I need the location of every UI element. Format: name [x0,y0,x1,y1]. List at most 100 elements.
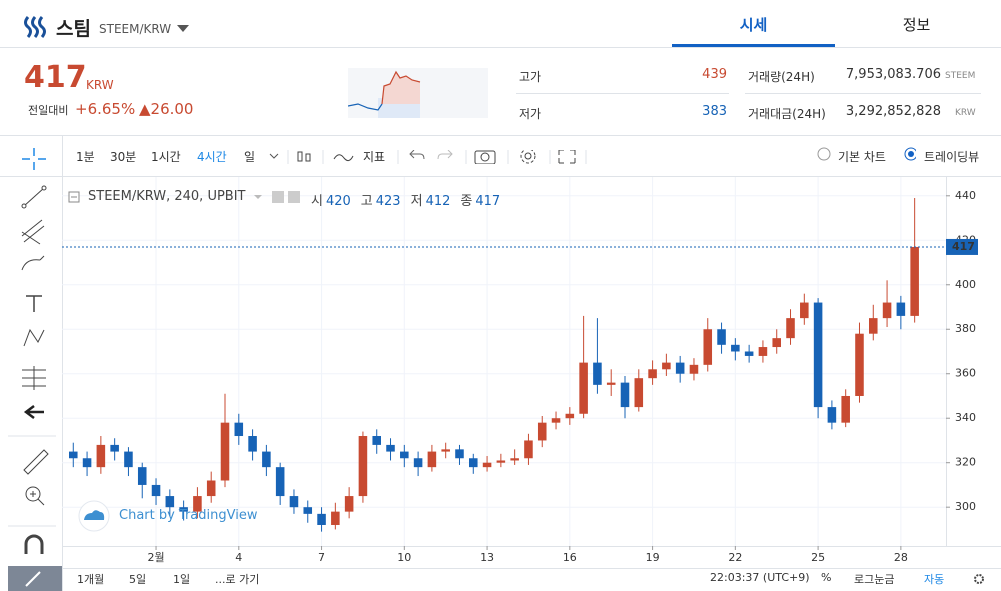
radio-label[interactable]: 기본 차트 [838,150,886,164]
tab[interactable]: 시세 [739,16,768,34]
candle-body [193,496,202,512]
candle-body [234,422,244,437]
candle-body [703,329,713,365]
x-tick-label: 16 [563,551,577,564]
interval[interactable]: 일 [244,150,256,164]
y-tick-label: 380 [955,322,976,335]
candle-body [827,407,837,423]
candle-body [151,484,161,497]
x-tick-label: 7 [318,551,325,564]
legend-symbol: STEEM/KRW, 240, UPBIT [88,189,246,204]
candle-body [882,302,892,319]
y-tick-label: 320 [955,456,976,469]
axis-border [946,177,947,546]
candle-body [786,318,795,339]
change-label: 전일대비 [28,104,69,117]
candle-body [275,467,285,497]
legend-toggles[interactable] [252,190,304,204]
candle-body [469,458,478,468]
y-tick-label: 300 [955,500,976,513]
option[interactable]: 로그눈금 [854,573,895,586]
interval[interactable]: 1분 [76,150,95,164]
radio-label[interactable]: 트레이딩뷰 [924,150,980,164]
ohlc-value: 423 [375,194,401,209]
candle-body [648,369,657,379]
candle-body [551,418,561,423]
range[interactable]: 1개월 [77,573,105,586]
candle-body [262,451,271,468]
x-tick-label: 25 [811,551,825,564]
candle-body [772,338,781,348]
candle-body [124,451,133,468]
ohlc-label: 저 [410,194,423,209]
tradingview-logo [78,500,110,532]
candle-body [744,351,754,356]
volume-unit: KRW [955,108,976,118]
ohlc-label: 종 [460,194,473,209]
x-tick-label: 19 [646,551,660,564]
watermark[interactable]: Chart by TradingView [119,508,258,523]
price-label: 417 [952,240,975,253]
candle-body [289,496,299,508]
option[interactable]: % [821,571,832,584]
candle-body [813,302,823,408]
range[interactable]: 1일 [173,573,191,586]
candle-body [206,480,216,497]
radio-buttons[interactable] [816,146,916,162]
change-abs: ▲26.00 [139,100,194,118]
settings-icon[interactable] [972,572,986,586]
stat-value: 383 [702,104,727,119]
candle-body [896,302,906,316]
drawing-tools[interactable] [0,136,62,591]
candle-body [358,436,368,497]
candle-body [110,444,119,452]
interval[interactable]: 30분 [110,150,137,164]
candle-body [482,462,492,468]
indicator[interactable]: 지표 [363,150,386,164]
candle-body [910,246,919,316]
volume-value: 3,292,852,828 [845,104,941,119]
candle-body [496,460,506,463]
legend-icons[interactable] [68,189,102,205]
candle-body [537,422,547,441]
candle-body [96,444,106,468]
interval[interactable]: 1시간 [151,150,181,164]
candle-body [427,451,437,468]
ohlc-value: 417 [475,194,501,209]
ohlc-label: 고 [360,194,373,209]
candle-body [303,507,313,514]
x-tick-label: 22 [728,551,742,564]
volume-label: 거래대금(24H) [748,107,826,121]
toolbar-icons [269,150,587,164]
coin-name: 스팀 [56,18,91,40]
candle-body [717,329,726,345]
candle-body [606,382,616,385]
volume-label: 거래량(24H) [748,70,815,84]
range[interactable]: 5일 [129,573,147,586]
ohlc-value: 420 [325,194,351,209]
x-tick-label: 28 [894,551,908,564]
ohlc-label: 시 [311,194,323,209]
candle-body [620,382,630,408]
candle-body [731,344,740,352]
candle-body [758,347,768,356]
x-tick-label: 10 [397,551,411,564]
x-tick-label: 2월 [147,551,164,564]
candle-body [455,449,464,459]
volume-value: 7,953,083.706 [845,67,941,82]
interval[interactable]: 4시간 [197,150,227,164]
candle-body [855,333,864,396]
candle-body [386,444,395,452]
pair: STEEM/KRW [99,22,172,36]
candle-body [331,511,340,525]
clock: 22:03:37 (UTC+9) [710,571,810,584]
range[interactable]: ...로 가기 [215,573,260,586]
y-tick-label: 440 [955,189,976,202]
dropdown-arrow[interactable] [176,24,190,34]
tab[interactable]: 정보 [902,16,931,34]
candle-body [675,362,685,374]
stat-label: 저가 [519,107,542,121]
option[interactable]: 자동 [924,573,945,586]
candle-body [413,458,423,468]
